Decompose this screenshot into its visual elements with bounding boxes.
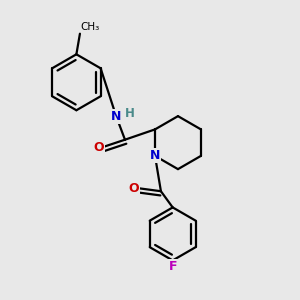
Text: N: N (150, 149, 160, 162)
Text: O: O (128, 182, 139, 195)
Text: H: H (124, 107, 134, 120)
Text: F: F (168, 260, 177, 273)
Text: N: N (111, 110, 121, 123)
Text: CH₃: CH₃ (80, 22, 100, 32)
Text: O: O (93, 141, 104, 154)
